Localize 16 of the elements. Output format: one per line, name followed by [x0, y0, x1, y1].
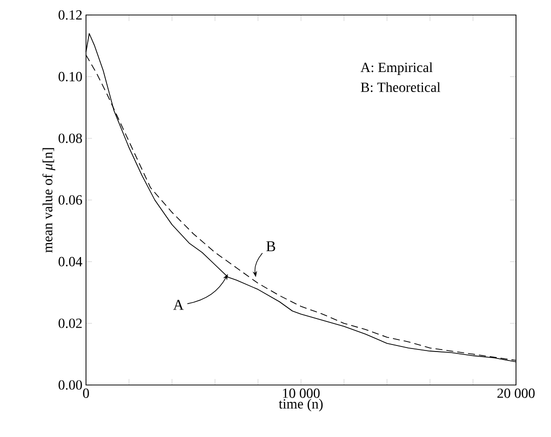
y-tick-label: 0.02 [58, 318, 82, 328]
x-axis-title: time (n) [278, 398, 323, 412]
x-tick-label: 20 000 [497, 388, 535, 398]
y-tick-label: 0.00 [58, 380, 82, 390]
y-tick-label: 0.06 [58, 195, 82, 205]
annotation: A [173, 300, 184, 310]
y-tick-label: 0.04 [58, 256, 82, 266]
y-tick-label: 0.08 [58, 134, 82, 144]
x-tick-label: 10 000 [283, 388, 320, 398]
annotation: B [266, 241, 276, 252]
annotation: B: Theoretical [360, 82, 440, 92]
y-axis-title: mean value of μ[n] [42, 148, 56, 253]
annotation: A: Empirical [360, 62, 433, 75]
x-tick-label: 0 [83, 388, 89, 398]
y-tick-label: 0.12 [58, 10, 82, 20]
y-tick-label: 0.10 [58, 72, 82, 82]
